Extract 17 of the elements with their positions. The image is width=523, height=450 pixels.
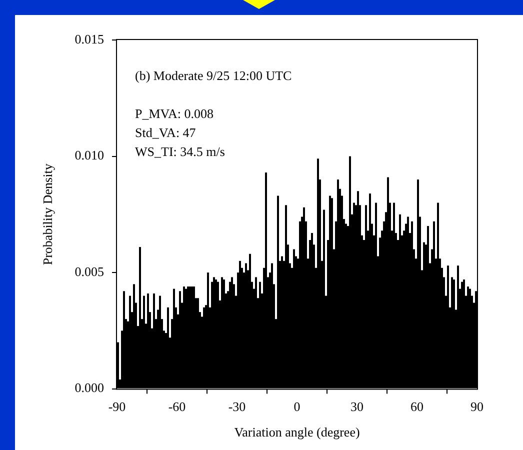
x-tick-label: 90 [470,399,484,414]
x-tick-label: 0 [294,399,300,414]
x-tick-label: -60 [168,399,186,414]
annotation: WS_TI: 34.5 m/s [135,144,225,159]
x-tick-label: 30 [350,399,364,414]
x-tick-label: -30 [228,399,246,414]
y-tick-label: 0.010 [74,148,104,163]
annotation: P_MVA: 0.008 [135,106,214,121]
annotation: Std_VA: 47 [135,125,196,140]
y-tick-label: 0.000 [74,380,104,396]
y-tick-label: 0.005 [74,264,104,279]
y-tick-label: 0.015 [74,31,104,46]
x-tick-label: -90 [108,399,126,414]
x-axis-title: Variation angle (degree) [234,424,360,440]
annotation: (b) Moderate 9/25 12:00 UTC [135,68,292,83]
x-tick-label: 60 [410,399,424,414]
y-axis-title: Probability Density [40,163,56,266]
